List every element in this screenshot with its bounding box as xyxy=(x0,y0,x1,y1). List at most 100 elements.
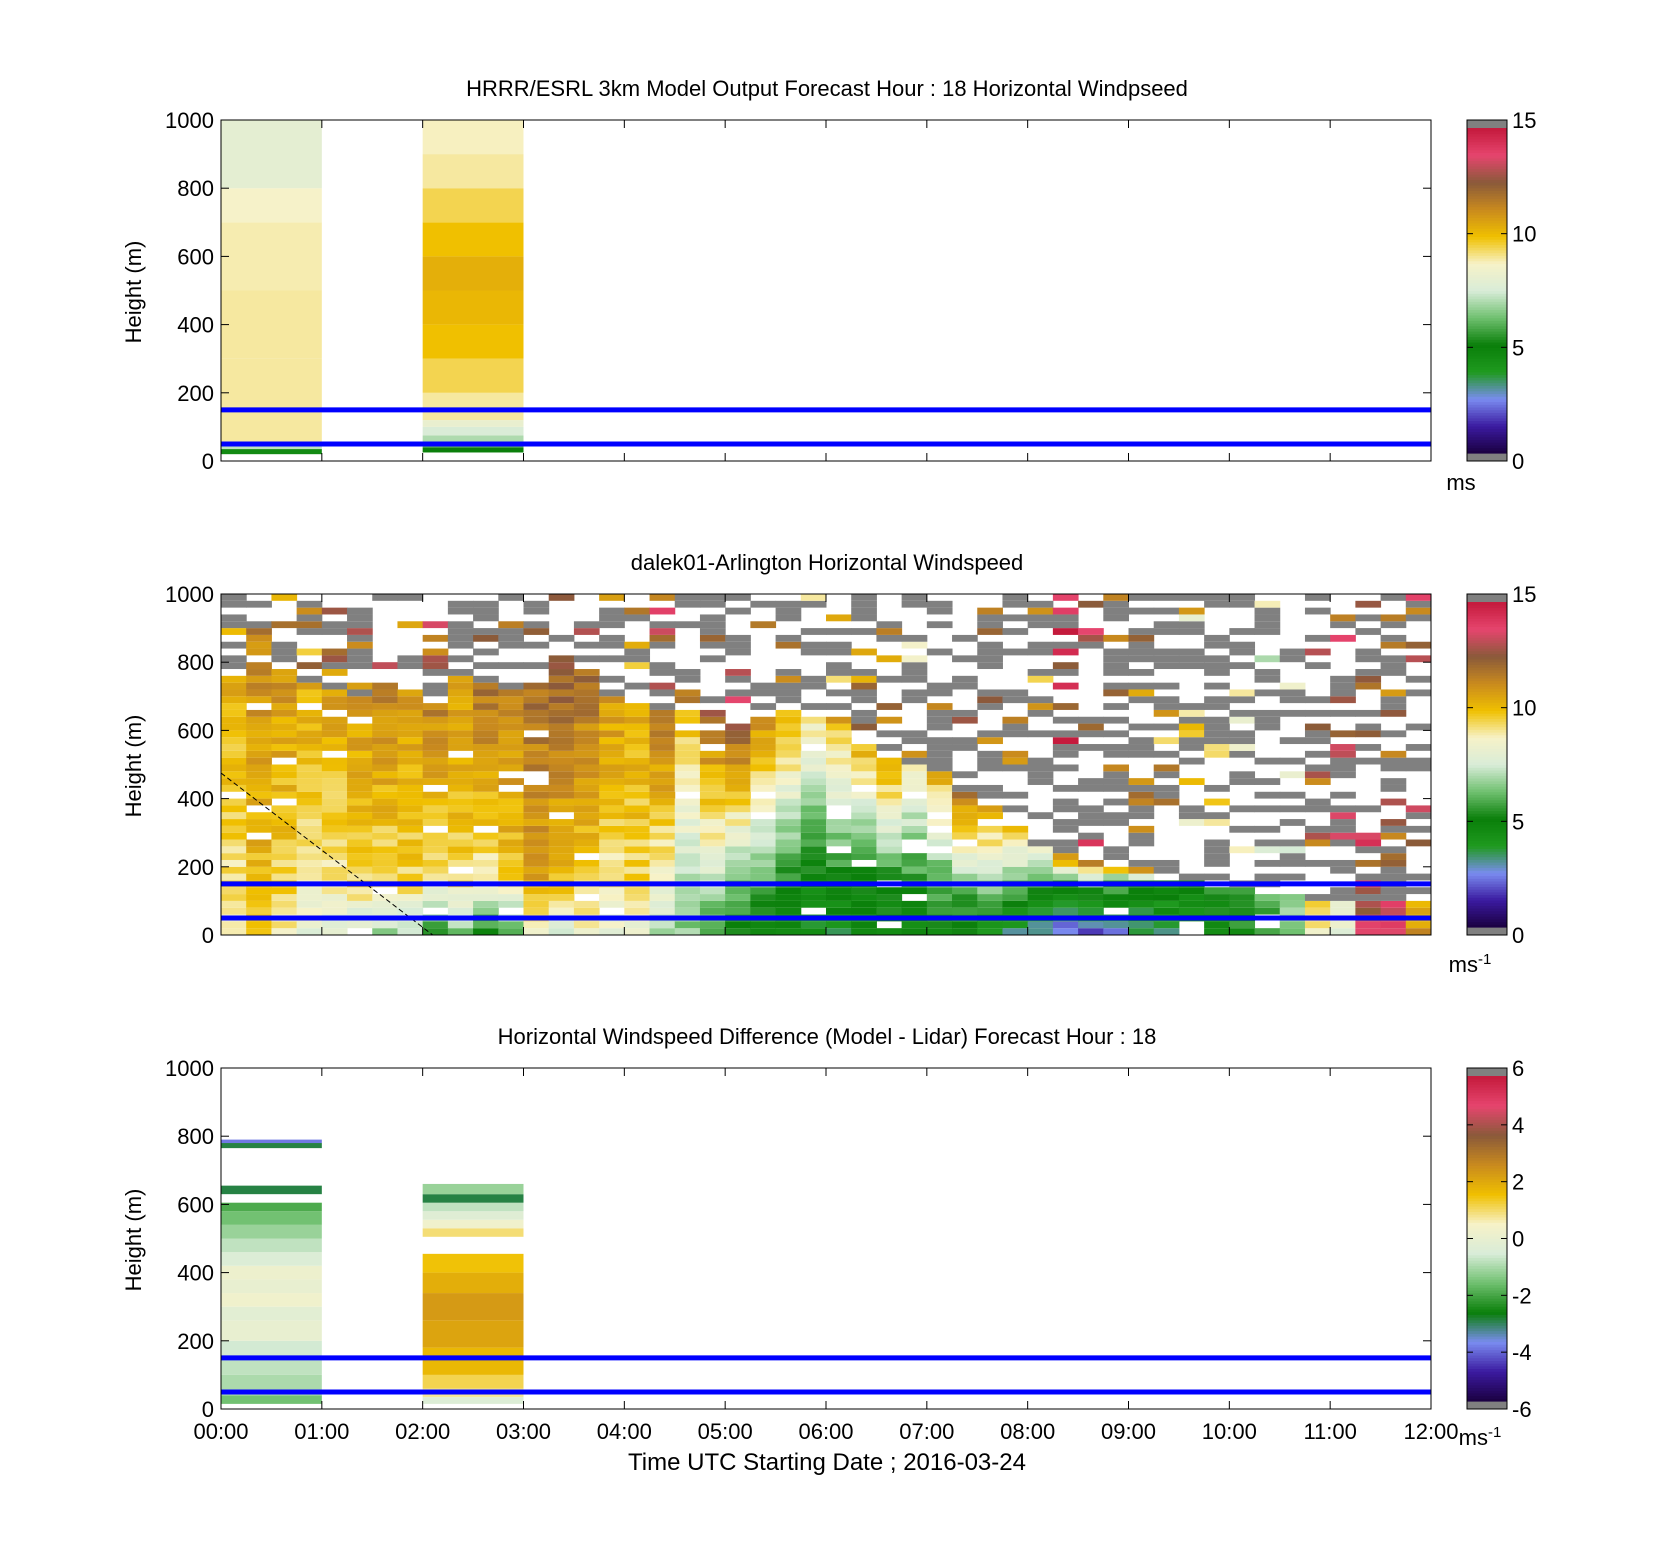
heatmap-cell xyxy=(422,1219,524,1229)
heatmap-cell xyxy=(901,600,928,608)
colorbar-segment xyxy=(1467,1097,1507,1101)
colorbar-segment xyxy=(1467,650,1507,655)
heatmap-cell xyxy=(473,921,499,929)
heatmap-cell xyxy=(1078,812,1104,820)
heatmap-cell xyxy=(624,812,651,820)
heatmap-cell xyxy=(977,628,1003,635)
heatmap-cell xyxy=(1330,921,1356,929)
colorbar-segment xyxy=(1467,1084,1507,1088)
heatmap-cell xyxy=(221,798,247,806)
heatmap-cell xyxy=(624,703,651,710)
difference-panel: Horizontal Windspeed Difference (Model -… xyxy=(121,1024,1532,1450)
heatmap-cell xyxy=(926,737,953,745)
heatmap-cell xyxy=(901,730,928,738)
heatmap-cell xyxy=(851,757,877,765)
heatmap-cell xyxy=(548,689,575,697)
heatmap-cell xyxy=(422,290,524,325)
heatmap-cell xyxy=(221,1202,322,1212)
heatmap-cell xyxy=(548,853,575,860)
heatmap-cell xyxy=(573,750,600,758)
colorbar-segment xyxy=(1467,222,1507,227)
heatmap-cell xyxy=(296,764,323,772)
heatmap-cell xyxy=(548,873,575,881)
heatmap-cell xyxy=(1002,928,1029,935)
colorbar-cap xyxy=(1467,1068,1507,1076)
heatmap-cell xyxy=(901,594,928,601)
heatmap-cell xyxy=(473,730,499,738)
heatmap-cell xyxy=(422,154,524,189)
heatmap-cell xyxy=(1103,607,1129,615)
heatmap-cell xyxy=(372,900,398,908)
heatmap-cell xyxy=(649,873,676,881)
heatmap-cell xyxy=(1078,839,1104,847)
colorbar-segment xyxy=(1467,680,1507,684)
heatmap-cell xyxy=(649,921,676,929)
heatmap-cell xyxy=(523,791,550,799)
colorbar-segment xyxy=(1467,880,1507,885)
colorbar-segment xyxy=(1467,325,1507,330)
heatmap-cell xyxy=(422,764,449,772)
heatmap-cell xyxy=(221,1357,322,1375)
heatmap-cell xyxy=(775,887,802,895)
colorbar-segment xyxy=(1467,908,1507,912)
heatmap-cell xyxy=(573,778,600,785)
heatmap-cell xyxy=(573,791,600,799)
colorbar-segment xyxy=(1467,1119,1507,1123)
heatmap-cell xyxy=(599,764,625,772)
colorbar-segment xyxy=(1467,336,1507,340)
heatmap-cell xyxy=(624,750,651,758)
heatmap-cell xyxy=(573,812,600,820)
colorbar-segment xyxy=(1467,214,1507,218)
heatmap-cell xyxy=(1380,784,1407,792)
colorbar-segment xyxy=(1467,783,1507,787)
heatmap-cell xyxy=(221,621,247,629)
heatmap-cell xyxy=(674,778,701,785)
heatmap-cell xyxy=(775,928,802,935)
colorbar-segment xyxy=(1467,176,1507,181)
heatmap-cell xyxy=(977,921,1003,929)
heatmap-cell xyxy=(321,730,348,738)
heatmap-cell xyxy=(952,805,978,813)
heatmap-cell xyxy=(1204,873,1230,881)
heatmap-cell xyxy=(271,928,298,935)
heatmap-cell xyxy=(750,825,777,833)
heatmap-cell xyxy=(649,703,676,710)
heatmap-cell xyxy=(447,669,474,676)
heatmap-cell xyxy=(397,744,424,751)
heatmap-cell xyxy=(1229,778,1256,785)
heatmap-cell xyxy=(321,655,348,663)
heatmap-cell xyxy=(1128,750,1155,758)
heatmap-cell xyxy=(977,614,1003,622)
heatmap-cell xyxy=(1153,655,1180,663)
colorbar-segment xyxy=(1467,247,1507,251)
colorbar-segment xyxy=(1467,656,1507,660)
heatmap-cell xyxy=(347,696,373,704)
colorbar-segment xyxy=(1467,1333,1507,1337)
heatmap-cell xyxy=(851,682,877,690)
heatmap-cell xyxy=(1103,648,1129,656)
heatmap-cell xyxy=(1128,921,1155,929)
heatmap-cell xyxy=(699,750,726,758)
heatmap-cell xyxy=(296,812,323,820)
heatmap-cell xyxy=(498,764,524,772)
heatmap-cell xyxy=(1254,614,1281,622)
heatmap-cell xyxy=(851,900,877,908)
heatmap-cell xyxy=(699,907,726,915)
heatmap-cell xyxy=(498,689,524,697)
heatmap-cell xyxy=(573,744,600,751)
heatmap-cell xyxy=(422,621,449,629)
colorbar-segment xyxy=(1467,282,1507,286)
heatmap-cell xyxy=(473,907,499,915)
heatmap-cell xyxy=(296,757,323,765)
heatmap-cell xyxy=(1304,907,1331,915)
heatmap-cell xyxy=(1380,703,1407,710)
colorbar-segment xyxy=(1467,1233,1507,1237)
heatmap-cell xyxy=(725,648,751,656)
heatmap-cell xyxy=(1380,764,1407,772)
heatmap-cell xyxy=(624,757,651,765)
heatmap-cell xyxy=(221,873,247,881)
colorbar-segment xyxy=(1467,276,1507,281)
heatmap-cell xyxy=(548,655,575,663)
heatmap-cell xyxy=(221,1279,322,1294)
